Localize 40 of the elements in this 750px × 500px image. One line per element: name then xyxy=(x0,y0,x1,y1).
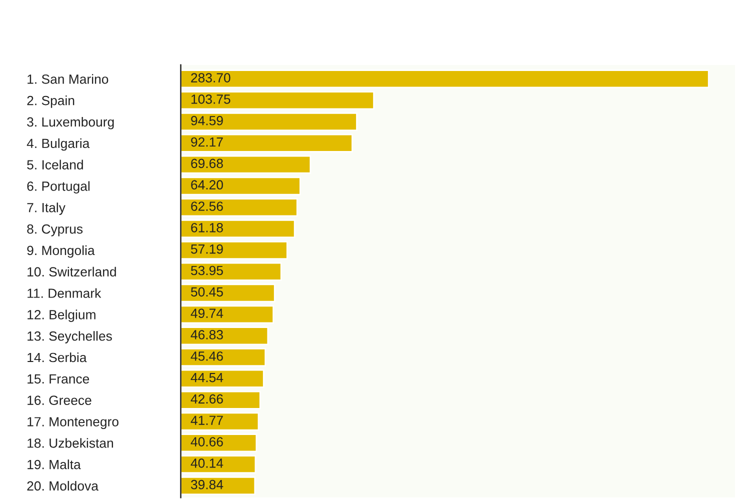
data-label: 69.68 xyxy=(191,158,223,168)
data-label: 46.83 xyxy=(190,330,223,340)
data-label: 41.77 xyxy=(190,416,223,425)
data-label: 42.66 xyxy=(190,394,223,404)
data-label: 94.59 xyxy=(191,116,223,126)
data-label: 40.66 xyxy=(190,437,223,446)
y-tick-label: 5. Iceland xyxy=(27,160,83,170)
y-tick-label: 12. Belgium xyxy=(28,310,96,322)
data-label: 57.19 xyxy=(191,244,223,254)
data-label: 45.46 xyxy=(190,351,223,361)
y-tick-label: 8. Cyprus xyxy=(27,224,83,236)
y-tick-label: 13. Seychelles xyxy=(28,331,112,344)
y-tick-label: 18. Uzbekistan xyxy=(28,438,114,448)
data-label: 50.45 xyxy=(191,287,223,297)
y-tick-label: 1. San Marino xyxy=(28,74,108,84)
data-label: 61.18 xyxy=(191,222,223,232)
data-label: 283.70 xyxy=(191,73,230,82)
y-tick-label: 17. Montenegro xyxy=(28,417,118,430)
y-tick-label: 14. Serbia xyxy=(28,352,87,362)
data-label: 103.75 xyxy=(191,94,230,104)
data-label: 92.17 xyxy=(191,137,223,147)
y-tick-label: 7. Italy xyxy=(27,202,66,215)
data-label: 40.14 xyxy=(190,458,224,468)
y-tick-label: 11. Denmark xyxy=(28,288,102,298)
data-label: 62.56 xyxy=(191,202,223,211)
data-label: 49.74 xyxy=(190,308,224,318)
y-tick-label: 15. France xyxy=(28,374,90,384)
y-tick-label: 6. Portugal xyxy=(27,181,90,194)
data-label: 64.20 xyxy=(191,180,223,190)
y-tick-label: 2. Spain xyxy=(27,96,74,108)
y-tick-label: 19. Malta xyxy=(28,460,81,470)
y-tick-label: 20. Moldova xyxy=(27,480,98,491)
y-tick-label: 16. Greece xyxy=(28,396,92,405)
data-label: 53.95 xyxy=(191,266,223,276)
y-tick-label: 3. Luxembourg xyxy=(27,116,114,130)
y-tick-label: 10. Switzerland xyxy=(28,266,116,277)
y-tick-label: 9. Mongolia xyxy=(27,245,95,258)
y-tick-label: 4. Bulgaria xyxy=(26,138,90,151)
data-label: 39.84 xyxy=(190,480,224,490)
data-label: 44.54 xyxy=(190,373,224,382)
